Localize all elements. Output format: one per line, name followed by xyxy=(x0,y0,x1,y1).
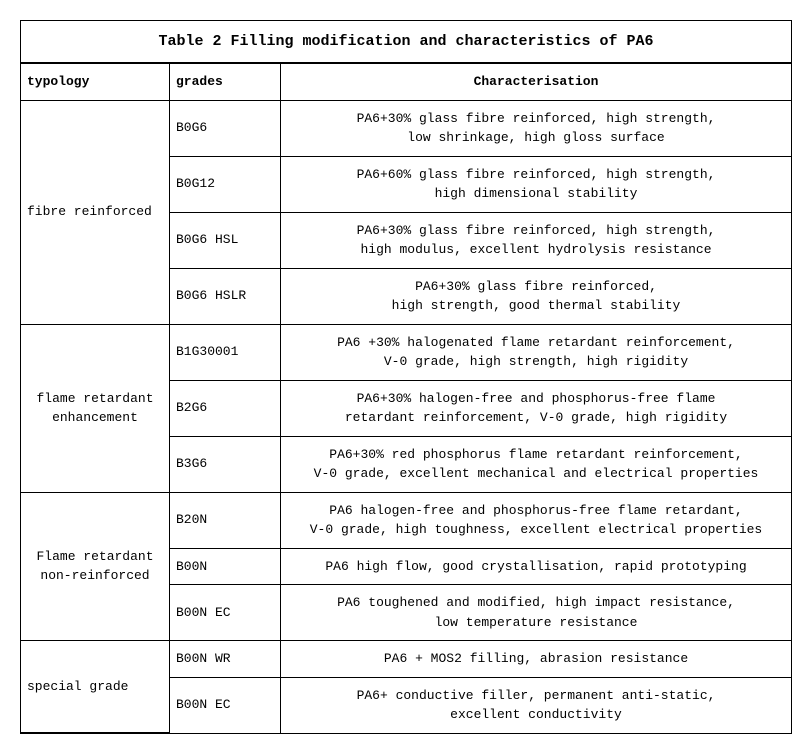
characterisation-cell: PA6+60% glass fibre reinforced, high str… xyxy=(281,156,792,212)
table-body: fibre reinforcedB0G6PA6+30% glass fibre … xyxy=(21,100,791,733)
col-header-typology: typology xyxy=(21,64,170,101)
grade-cell: B20N xyxy=(170,492,281,548)
table-row: special gradeB00N WRPA6 + MOS2 filling, … xyxy=(21,641,791,678)
characterisation-cell: PA6+30% red phosphorus flame retardant r… xyxy=(281,436,792,492)
characterisation-cell: PA6 high flow, good crystallisation, rap… xyxy=(281,548,792,585)
grade-cell: B0G6 xyxy=(170,100,281,156)
typology-cell: Flame retardantnon-reinforced xyxy=(21,492,170,641)
grade-cell: B00N EC xyxy=(170,585,281,641)
characterisation-cell: PA6 + MOS2 filling, abrasion resistance xyxy=(281,641,792,678)
header-row: typology grades Characterisation xyxy=(21,64,791,101)
col-header-char: Characterisation xyxy=(281,64,792,101)
grade-cell: B00N EC xyxy=(170,677,281,733)
grade-cell: B0G6 HSLR xyxy=(170,268,281,324)
characterisation-cell: PA6+30% glass fibre reinforced,high stre… xyxy=(281,268,792,324)
characterisation-cell: PA6+30% halogen-free and phosphorus-free… xyxy=(281,380,792,436)
characterisation-cell: PA6 toughened and modified, high impact … xyxy=(281,585,792,641)
table-row: fibre reinforcedB0G6PA6+30% glass fibre … xyxy=(21,100,791,156)
grade-cell: B2G6 xyxy=(170,380,281,436)
characterisation-cell: PA6 +30% halogenated flame retardant rei… xyxy=(281,324,792,380)
characterisation-cell: PA6+30% glass fibre reinforced, high str… xyxy=(281,212,792,268)
grade-cell: B0G12 xyxy=(170,156,281,212)
characterisation-cell: PA6+30% glass fibre reinforced, high str… xyxy=(281,100,792,156)
table-row: flame retardantenhancementB1G30001PA6 +3… xyxy=(21,324,791,380)
col-header-grades: grades xyxy=(170,64,281,101)
grade-cell: B00N WR xyxy=(170,641,281,678)
pa6-table: typology grades Characterisation fibre r… xyxy=(21,63,791,733)
typology-cell: fibre reinforced xyxy=(21,100,170,324)
grade-cell: B1G30001 xyxy=(170,324,281,380)
grade-cell: B00N xyxy=(170,548,281,585)
typology-cell: special grade xyxy=(21,641,170,733)
grade-cell: B0G6 HSL xyxy=(170,212,281,268)
pa6-table-container: Table 2 Filling modification and charact… xyxy=(20,20,792,734)
table-row: Flame retardantnon-reinforcedB20NPA6 hal… xyxy=(21,492,791,548)
grade-cell: B3G6 xyxy=(170,436,281,492)
characterisation-cell: PA6 halogen-free and phosphorus-free fla… xyxy=(281,492,792,548)
characterisation-cell: PA6+ conductive filler, permanent anti-s… xyxy=(281,677,792,733)
typology-cell: flame retardantenhancement xyxy=(21,324,170,492)
table-title: Table 2 Filling modification and charact… xyxy=(21,21,791,63)
